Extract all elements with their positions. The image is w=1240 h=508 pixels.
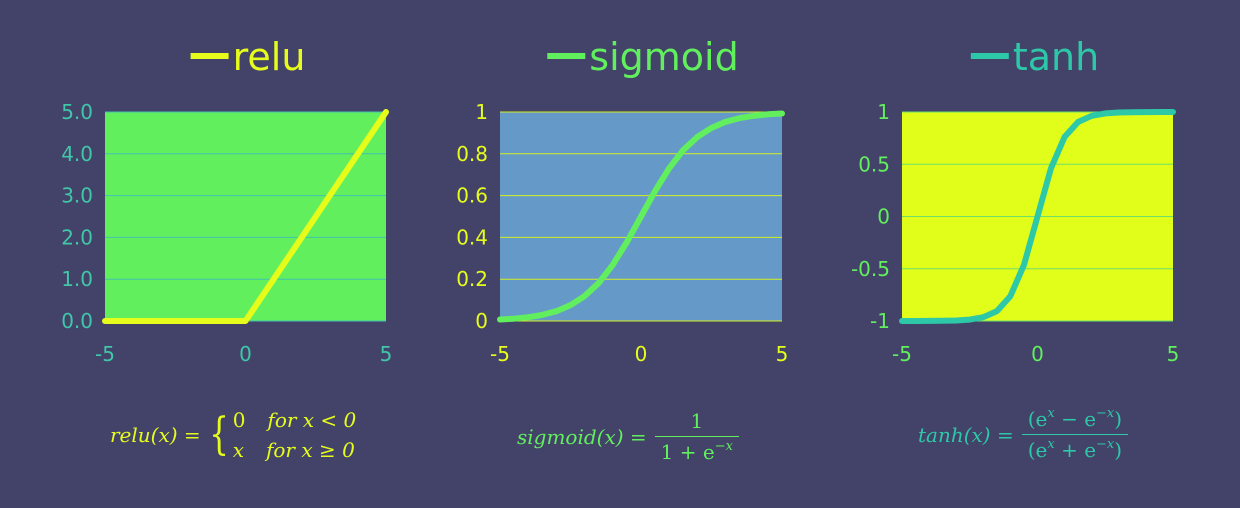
- relu-case-2-value: x: [232, 438, 244, 462]
- tanh-den-exp-2: −x: [1096, 437, 1115, 452]
- tanh-den-part-a: (e: [1027, 438, 1048, 462]
- relu-x-tick-label: 5: [380, 342, 393, 366]
- sigmoid-y-tick-label: 0.2: [456, 267, 488, 291]
- tanh-y-tick-label: 0.5: [858, 152, 890, 176]
- sigmoid-formula: sigmoid(x) = 1 1 + e−x: [517, 408, 739, 465]
- tanh-x-tick-label: 0: [1031, 342, 1044, 366]
- tanh-num-part-b: − e: [1054, 407, 1097, 431]
- relu-y-tick-label: 2.0: [61, 225, 93, 249]
- relu-case-1-condition: for x < 0: [267, 408, 357, 432]
- tanh-y-tick-label: -0.5: [851, 257, 890, 281]
- sigmoid-y-tick-label: 0.4: [456, 225, 488, 249]
- tanh-num-exp-1: x: [1047, 406, 1055, 421]
- relu-case-1-value: 0: [232, 408, 246, 432]
- brace-symbol: {: [208, 409, 229, 460]
- tanh-numerator: (ex − e−x): [1022, 406, 1128, 434]
- tanh-y-tick-label: -1: [870, 309, 890, 333]
- sigmoid-x-tick-label: 5: [776, 342, 789, 366]
- tanh-den-exp-1: x: [1047, 437, 1055, 452]
- relu-case-2-condition: for x ≥ 0: [265, 438, 355, 462]
- tanh-den-part-b: + e: [1054, 438, 1097, 462]
- tanh-x-tick-label: 5: [1167, 342, 1180, 366]
- tanh-x-tick-label: -5: [892, 342, 912, 366]
- relu-formula-lhs: relu(x) =: [110, 423, 201, 447]
- relu-x-tick-label: -5: [95, 342, 115, 366]
- sigmoid-denominator-base: 1 + e: [660, 440, 715, 464]
- sigmoid-y-tick-label: 0: [475, 309, 488, 333]
- sigmoid-denominator-exponent: −x: [714, 439, 733, 454]
- tanh-legend-label: tanh: [1013, 35, 1099, 79]
- tanh-y-tick-label: 1: [877, 100, 890, 124]
- sigmoid-numerator: 1: [690, 409, 704, 433]
- relu-y-tick-label: 4.0: [61, 142, 93, 166]
- relu-formula: relu(x) = { 0 for x < 0 x for x ≥ 0: [110, 405, 356, 465]
- relu-case-1: 0 for x < 0: [233, 405, 357, 435]
- relu-x-tick-label: 0: [239, 342, 252, 366]
- sigmoid-series-line: [497, 110, 785, 323]
- tanh-formula: tanh(x) = (ex − e−x) (ex + e−x): [918, 406, 1129, 463]
- sigmoid-x-tick-label: -5: [490, 342, 510, 366]
- tanh-series-line: [899, 109, 1176, 324]
- tanh-y-tick-label: 0: [877, 205, 890, 229]
- tanh-num-exp-2: −x: [1096, 406, 1115, 421]
- tanh-den-part-c: ): [1114, 438, 1123, 462]
- sigmoid-y-tick-label: 0.6: [456, 184, 488, 208]
- sigmoid-legend-label: sigmoid: [589, 35, 738, 79]
- tanh-denominator: (ex + e−x): [1021, 434, 1129, 463]
- relu-y-tick-label: 0.0: [61, 309, 93, 333]
- sigmoid-y-tick-label: 1: [475, 100, 488, 124]
- tanh-num-part-a: (e: [1027, 407, 1048, 431]
- sigmoid-x-tick-label: 0: [635, 342, 648, 366]
- relu-plot-area: [105, 112, 386, 321]
- relu-legend-label: relu: [233, 35, 306, 79]
- charts-canvas: 0.01.02.03.04.05.0-5 0 5relu00.20.40.60.81…: [61, 35, 1180, 366]
- relu-y-tick-label: 5.0: [61, 100, 93, 124]
- sigmoid-formula-lhs: sigmoid(x) =: [517, 424, 647, 449]
- relu-series-line: [102, 109, 389, 324]
- relu-y-tick-label: 3.0: [61, 184, 93, 208]
- sigmoid-denominator: 1 + e−x: [654, 436, 739, 465]
- tanh-num-part-c: ): [1114, 407, 1123, 431]
- relu-y-tick-label: 1.0: [61, 267, 93, 291]
- sigmoid-y-tick-label: 0.8: [456, 142, 488, 166]
- tanh-formula-lhs: tanh(x) =: [918, 422, 1014, 447]
- relu-case-2: x for x ≥ 0: [233, 435, 357, 465]
